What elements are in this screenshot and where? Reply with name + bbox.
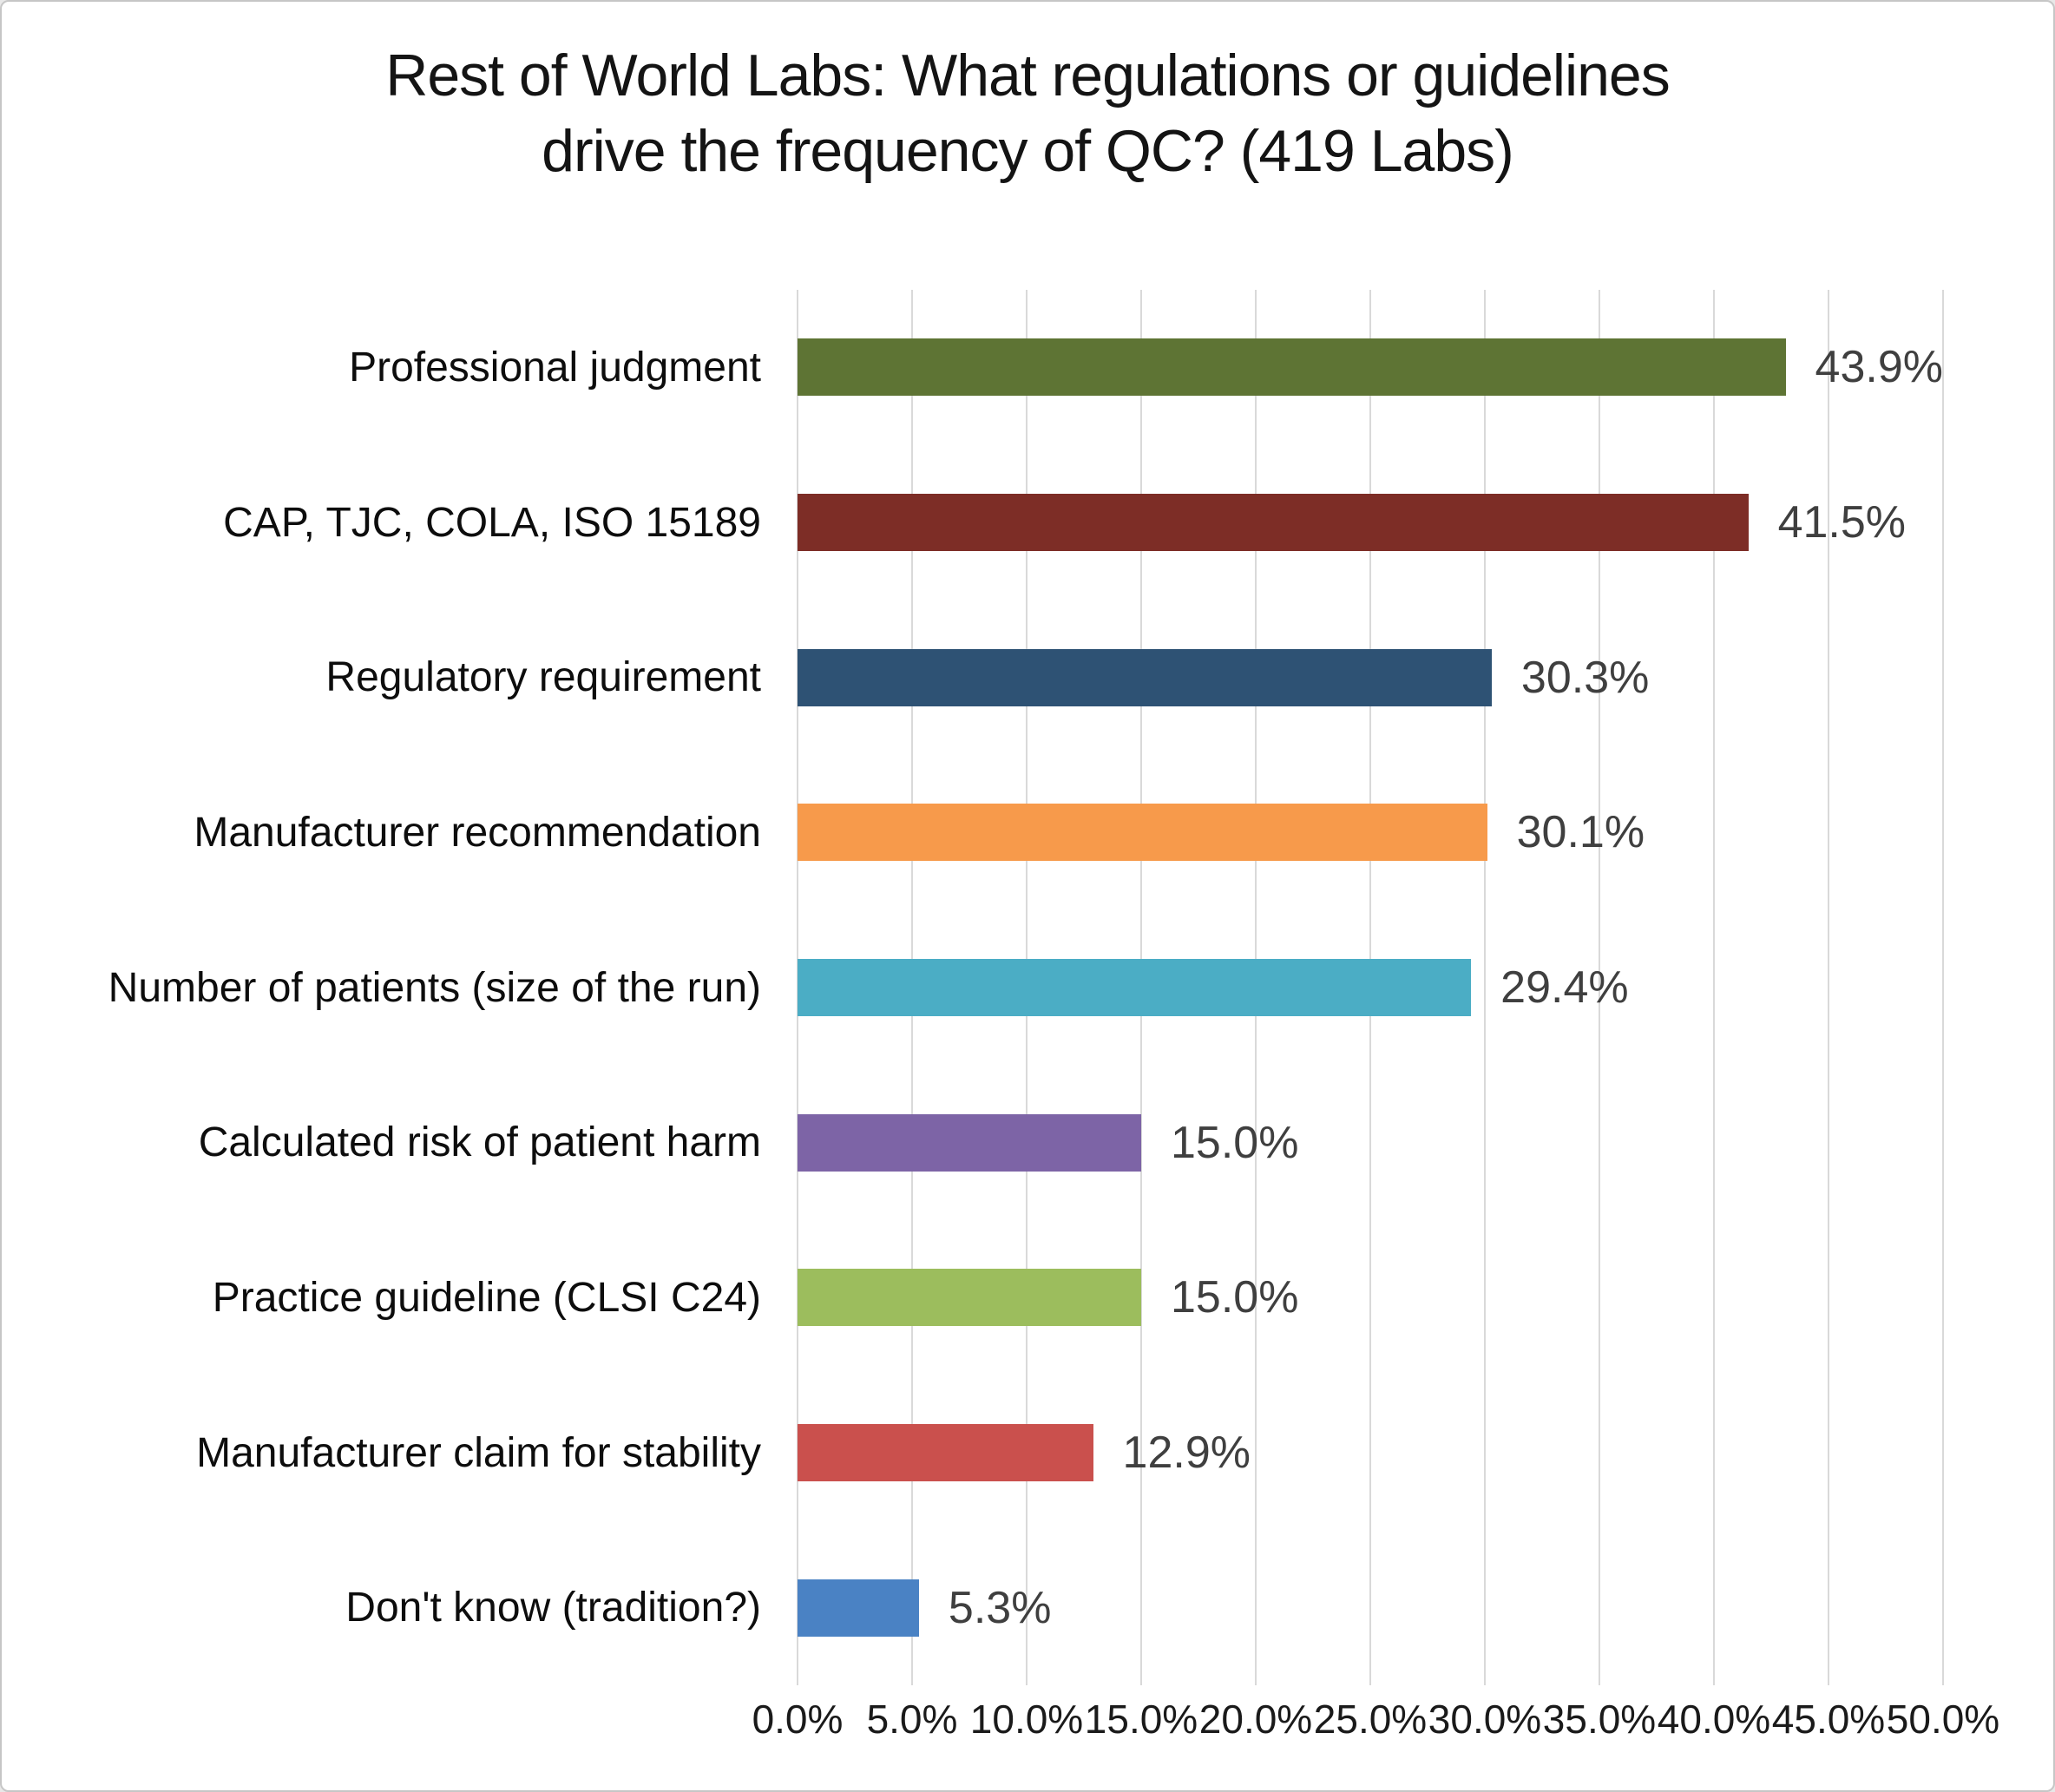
- value-label: 5.3%: [948, 1582, 1052, 1633]
- x-axis-tick: 45.0%: [1771, 1697, 1886, 1742]
- x-axis-tick: 20.0%: [1198, 1697, 1313, 1742]
- bar-row: Number of patients (size of the run) 29.…: [2, 910, 2053, 1066]
- bar-row: Don't know (tradition?) 5.3%: [2, 1530, 2053, 1685]
- value-label: 15.0%: [1171, 1117, 1299, 1168]
- value-label: 15.0%: [1171, 1272, 1299, 1323]
- bar-zone: 12.9%: [798, 1375, 1943, 1531]
- bar-zone: 43.9%: [798, 290, 1943, 445]
- bar-row: Manufacturer claim for stability 12.9%: [2, 1375, 2053, 1531]
- bar: [798, 1579, 919, 1637]
- bar-row: Professional judgment 43.9%: [2, 290, 2053, 445]
- category-label: Practice guideline (CLSI C24): [212, 1274, 761, 1321]
- bar: [798, 1269, 1141, 1327]
- x-axis-tick: 0.0%: [752, 1697, 844, 1742]
- x-axis-tick: 15.0%: [1084, 1697, 1198, 1742]
- chart-title-line1: Rest of World Labs: What regulations or …: [385, 43, 1671, 108]
- gridline: [1484, 290, 1486, 1685]
- x-axis-tick: 5.0%: [866, 1697, 958, 1742]
- bar-row: Practice guideline (CLSI C24) 15.0%: [2, 1220, 2053, 1375]
- bar-row: Regulatory requirement 30.3%: [2, 600, 2053, 755]
- x-axis: 0.0% 5.0% 10.0% 15.0% 20.0% 25.0% 30.0% 35.0% 40…: [752, 1696, 2000, 1756]
- value-label: 30.1%: [1516, 807, 1645, 858]
- bar-zone: 41.5%: [798, 445, 1943, 601]
- category-label: Manufacturer recommendation: [194, 809, 761, 856]
- gridline: [1828, 290, 1829, 1685]
- category-label: Number of patients (size of the run): [108, 964, 761, 1011]
- bar-row: Calculated risk of patient harm 15.0%: [2, 1065, 2053, 1220]
- value-label: 30.3%: [1520, 652, 1650, 703]
- bar: [798, 804, 1487, 862]
- bar: [798, 338, 1786, 397]
- bar-row: Manufacturer recommendation 30.1%: [2, 755, 2053, 910]
- bar-zone: 5.3%: [798, 1530, 1943, 1685]
- category-label: Don't know (tradition?): [345, 1585, 761, 1631]
- bar-row: CAP, TJC, COLA, ISO 15189 41.5%: [2, 445, 2053, 601]
- category-label: CAP, TJC, COLA, ISO 15189: [223, 499, 761, 546]
- plot-area: Professional judgment 43.9% CAP, TJC, CO…: [2, 290, 2053, 1685]
- gridline: [1599, 290, 1600, 1685]
- bar: [798, 648, 1492, 706]
- category-label: Professional judgment: [349, 344, 761, 391]
- bar-zone: 29.4%: [798, 910, 1943, 1066]
- bar-zone: 30.1%: [798, 755, 1943, 910]
- category-label: Regulatory requirement: [325, 654, 761, 701]
- gridline: [1942, 290, 1944, 1685]
- chart-title: Rest of World Labs: What regulations or …: [2, 38, 2053, 189]
- bar-zone: 30.3%: [798, 600, 1943, 755]
- category-label: Calculated risk of patient harm: [198, 1119, 761, 1166]
- x-axis-tick: 30.0%: [1428, 1697, 1542, 1742]
- gridline: [1713, 290, 1715, 1685]
- category-label: Manufacturer claim for stability: [196, 1429, 761, 1476]
- x-axis-tick: 50.0%: [1886, 1697, 2000, 1742]
- value-label: 12.9%: [1122, 1428, 1251, 1479]
- bar: [798, 1113, 1141, 1172]
- bar: [798, 1424, 1093, 1482]
- x-axis-tick: 35.0%: [1542, 1697, 1657, 1742]
- value-label: 41.5%: [1777, 497, 1907, 548]
- bar: [798, 959, 1472, 1017]
- value-label: 43.9%: [1815, 342, 1943, 393]
- x-axis-tick: 25.0%: [1313, 1697, 1428, 1742]
- bar: [798, 494, 1749, 551]
- bar-zone: 15.0%: [798, 1065, 1943, 1220]
- bar-zone: 15.0%: [798, 1220, 1943, 1375]
- chart-title-line2: drive the frequency of QC? (419 Labs): [542, 118, 1514, 185]
- x-axis-tick: 10.0%: [969, 1697, 1084, 1742]
- value-label: 29.4%: [1500, 962, 1629, 1014]
- x-axis-tick: 40.0%: [1657, 1697, 1771, 1742]
